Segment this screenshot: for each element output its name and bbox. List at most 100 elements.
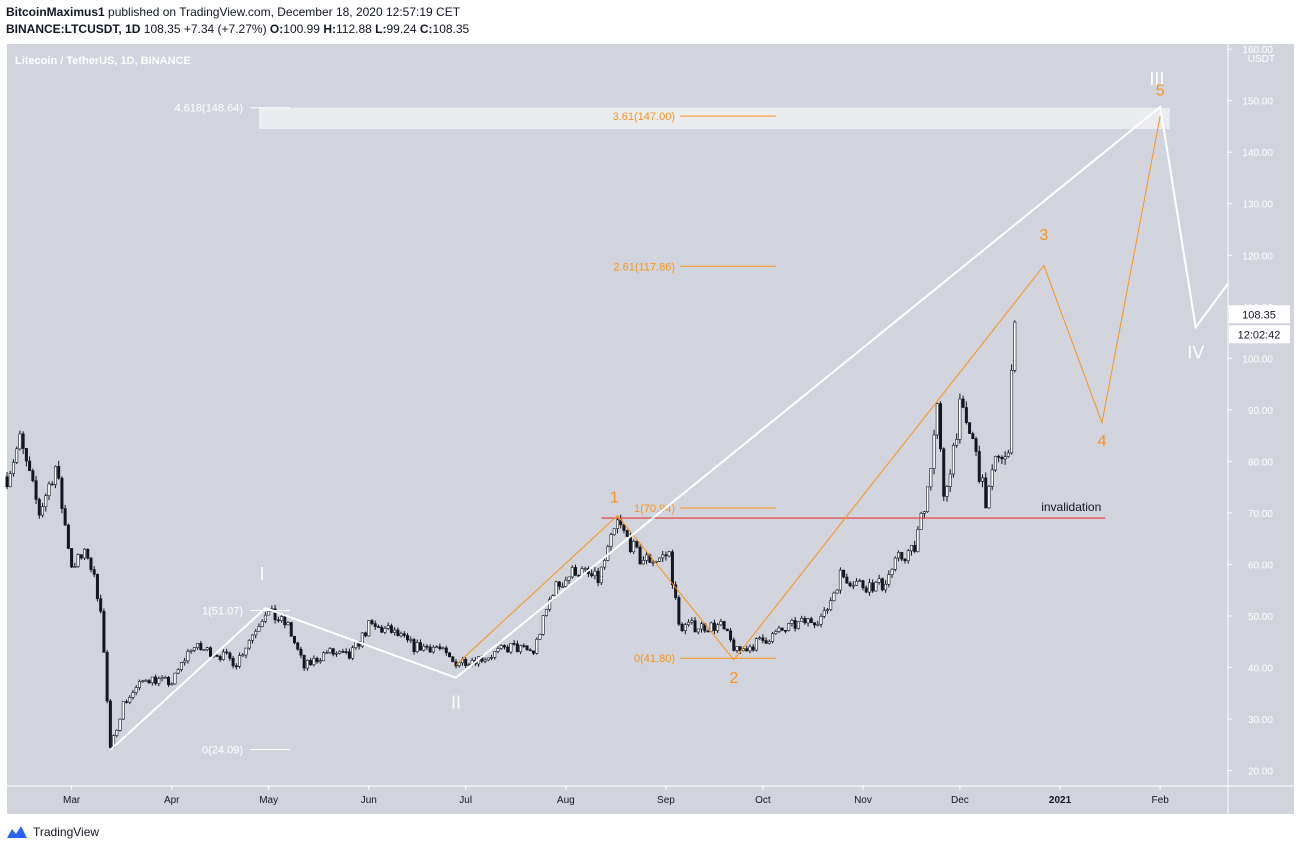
candle-up: [541, 615, 545, 635]
x-tick-label: May: [259, 795, 278, 806]
plot-area[interactable]: [7, 44, 1228, 786]
candle-down: [225, 651, 229, 654]
candle-down: [964, 407, 968, 423]
candle-up: [951, 444, 955, 475]
candle-up: [538, 634, 542, 640]
fib-level-label-orange: 0(41.80): [634, 653, 675, 665]
price-axis[interactable]: [1228, 44, 1294, 786]
candle-up: [748, 646, 752, 652]
candle-up: [202, 649, 206, 651]
candle-down: [108, 700, 112, 748]
candle-up: [44, 495, 48, 508]
wave-label-orange: 5: [1156, 83, 1165, 100]
candle-up: [338, 651, 342, 654]
candle-down: [984, 477, 988, 509]
candle-up: [603, 560, 607, 568]
candle-up: [173, 672, 177, 685]
candle-down: [939, 403, 943, 450]
candle-up: [241, 654, 245, 657]
candle-up: [958, 398, 962, 440]
high-value: 112.88: [335, 22, 372, 36]
candle-up: [18, 433, 22, 450]
candle-up: [567, 576, 571, 581]
candle-down: [532, 650, 536, 654]
candle-up: [716, 624, 720, 631]
candle-down: [28, 460, 32, 472]
candle-up: [47, 483, 51, 497]
candle-up: [493, 651, 497, 658]
published-text: published on TradingView.com, December 1…: [104, 5, 461, 19]
candle-up: [777, 627, 781, 632]
candle-down: [670, 551, 674, 586]
y-tick-label: 20.00: [1248, 767, 1273, 778]
candle-up: [893, 557, 897, 570]
candle-down: [635, 540, 639, 548]
x-tick-label: Aug: [557, 795, 575, 806]
candle-up: [909, 545, 913, 552]
candle-up: [431, 646, 435, 653]
candle-up: [186, 651, 190, 662]
candle-up: [615, 519, 619, 529]
candle-up: [176, 669, 180, 674]
candle-up: [41, 506, 45, 516]
footer-brand[interactable]: TradingView: [33, 825, 100, 839]
candle-down: [102, 611, 106, 653]
invalidation-label: invalidation: [1041, 500, 1101, 514]
candle-up: [221, 651, 225, 660]
candle-up: [599, 566, 603, 584]
candle-up: [457, 662, 461, 667]
candle-up: [386, 625, 390, 629]
candle-up: [247, 640, 251, 649]
wave-label-orange: 4: [1098, 433, 1107, 450]
candle-up: [816, 623, 820, 626]
candle-down: [376, 626, 380, 628]
candle-down: [79, 554, 83, 559]
author-name[interactable]: BitcoinMaximus1: [6, 5, 105, 19]
candle-down: [903, 558, 907, 562]
candle-up: [790, 620, 794, 624]
candle-up: [887, 574, 891, 585]
axis-unit: USDT: [1248, 54, 1275, 65]
close-label: C:: [419, 22, 433, 36]
candle-up: [360, 632, 364, 647]
candle-down: [842, 569, 846, 578]
candle-up: [855, 580, 859, 586]
candle-down: [167, 676, 171, 686]
candle-up: [874, 582, 878, 592]
candle-down: [60, 477, 64, 509]
y-tick-label: 40.00: [1248, 663, 1273, 674]
low-value: 99.24: [386, 22, 417, 36]
x-tick-label: Feb: [1152, 795, 1170, 806]
candle-down: [199, 643, 203, 650]
candle-up: [11, 462, 15, 474]
candle-up: [328, 648, 332, 653]
candle-down: [315, 658, 319, 663]
candle-down: [299, 648, 303, 656]
close-value: 108.35: [432, 22, 470, 36]
candle-down: [309, 660, 313, 666]
x-tick-label: Dec: [951, 795, 969, 806]
time-axis[interactable]: [7, 786, 1294, 814]
candle-up: [137, 681, 141, 688]
price-change: +7.34 (+7.27%): [183, 22, 267, 36]
candle-down: [515, 643, 519, 653]
y-tick-label: 30.00: [1248, 715, 1273, 726]
tradingview-logo-icon[interactable]: [6, 825, 28, 839]
candle-up: [257, 626, 261, 632]
candle-down: [364, 632, 368, 637]
candle-up: [250, 634, 254, 641]
candle-up: [351, 647, 355, 659]
candle-down: [528, 649, 532, 652]
candle-down: [95, 574, 99, 600]
candle-up: [134, 687, 138, 693]
candle-down: [389, 625, 393, 633]
candle-up: [196, 643, 200, 648]
candle-down: [712, 622, 716, 631]
candle-up: [334, 652, 338, 655]
candle-down: [370, 620, 374, 624]
candle-up: [851, 584, 855, 587]
candle-down: [674, 584, 678, 598]
candle-down: [218, 656, 222, 660]
fib-level-label: 4.618(148.64): [175, 103, 244, 115]
